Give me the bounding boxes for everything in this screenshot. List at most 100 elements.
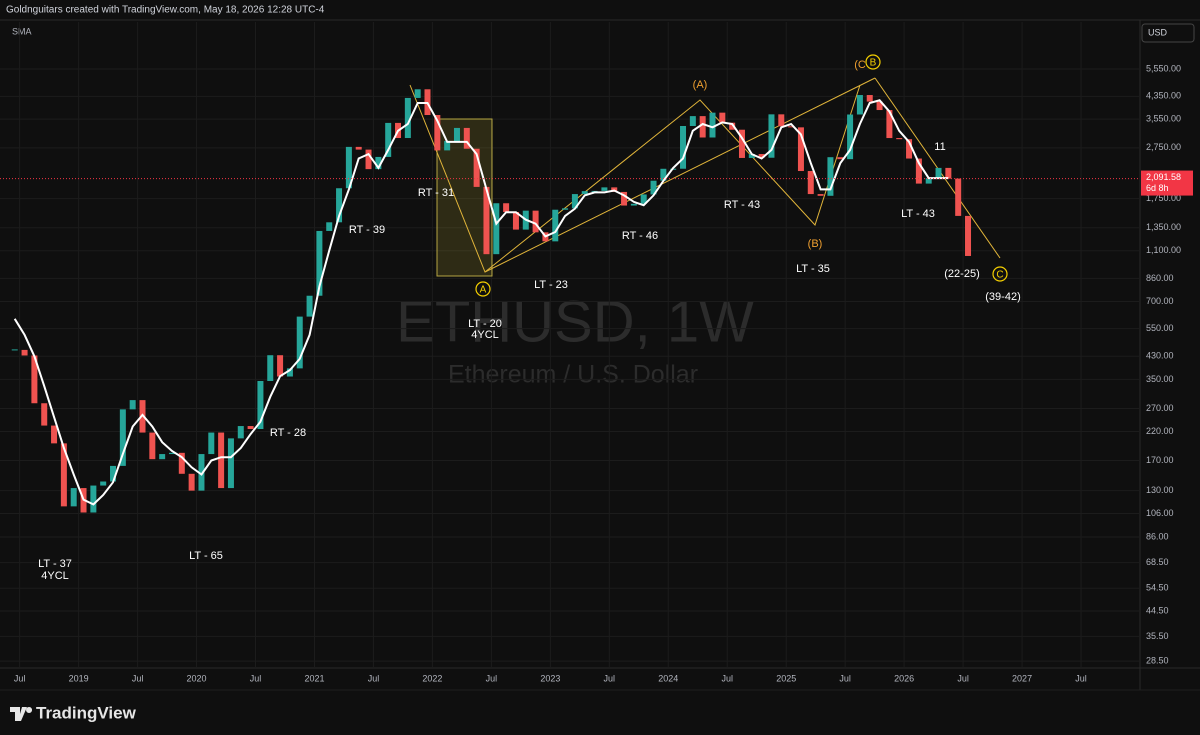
x-tick-label: 2026 (894, 673, 914, 683)
candle (719, 112, 726, 123)
watermark-title: ETHUSD, 1W (396, 289, 754, 354)
annotation: RT - 43 (724, 199, 760, 211)
candle (434, 115, 441, 151)
y-tick-label: 5,550.00 (1146, 63, 1181, 73)
annotation: LT - 35 (796, 263, 830, 275)
candle (758, 154, 765, 158)
x-tick-label: Jul (250, 673, 262, 683)
candle (748, 154, 755, 158)
x-tick-label: 2020 (187, 673, 207, 683)
annotation: B (870, 58, 877, 69)
annotation: (22-25) (944, 268, 979, 280)
candle (925, 178, 932, 184)
candle (935, 167, 942, 179)
candle (965, 215, 972, 256)
y-tick-label: 3,550.00 (1146, 114, 1181, 124)
x-tick-label: 2022 (422, 673, 442, 683)
y-tick-label: 4,350.00 (1146, 91, 1181, 101)
candle (768, 114, 775, 158)
y-tick-label: 130.00 (1146, 485, 1174, 495)
candle (571, 194, 578, 209)
candle (699, 116, 706, 138)
annotation: 4YCL (471, 329, 499, 341)
candle (208, 432, 215, 455)
currency[interactable]: USD (1148, 27, 1168, 37)
candle (503, 203, 510, 213)
candle (247, 426, 254, 430)
candle (493, 203, 500, 255)
candle (316, 230, 323, 296)
candle (788, 126, 795, 128)
candle (680, 125, 687, 169)
candle (51, 425, 58, 444)
candle (188, 473, 195, 491)
candle (837, 157, 844, 160)
candle (473, 148, 480, 187)
sma-line (13, 99, 949, 506)
annotation: 4YCL (41, 570, 69, 582)
x-tick-label: 2023 (540, 673, 560, 683)
candle (41, 403, 48, 426)
y-tick-label: 550.00 (1146, 323, 1174, 333)
candle (640, 194, 647, 204)
candle (453, 127, 460, 142)
x-tick-label: Jul (486, 673, 498, 683)
annotation: LT - 23 (534, 279, 568, 291)
candle (945, 167, 952, 179)
candle (778, 114, 785, 127)
candle (906, 139, 913, 159)
candle (532, 210, 539, 233)
y-tick-label: 220.00 (1146, 426, 1174, 436)
x-tick-label: 2024 (658, 673, 678, 683)
candle (355, 146, 362, 150)
annotation: (C (854, 59, 866, 71)
candle (483, 186, 490, 255)
x-tick-label: Jul (368, 673, 380, 683)
x-tick-label: Jul (1075, 673, 1087, 683)
candle (621, 191, 628, 206)
annotation: LT - 43 (901, 208, 935, 220)
y-tick-label: 700.00 (1146, 296, 1174, 306)
y-tick-label: 106.00 (1146, 508, 1174, 518)
candle (650, 180, 657, 195)
annotation: LT - 65 (189, 550, 223, 562)
candle (149, 432, 156, 460)
candle (227, 438, 234, 489)
candle (257, 380, 264, 430)
candle (336, 188, 343, 223)
annotation: A (480, 285, 487, 296)
x-tick-label: Jul (14, 673, 26, 683)
candle (326, 222, 333, 231)
wave-circle (865, 54, 881, 70)
candle (738, 129, 745, 158)
x-tick-label: Jul (839, 673, 851, 683)
candle (797, 127, 804, 172)
y-tick-label: 54.50 (1146, 583, 1169, 593)
y-tick-label: 430.00 (1146, 351, 1174, 361)
annotation: (A) (693, 79, 708, 91)
annotation: RT - 28 (270, 427, 306, 439)
wave-circle (992, 266, 1008, 282)
currency-box[interactable] (1141, 23, 1195, 43)
candle (365, 149, 372, 170)
candle (601, 187, 608, 191)
candle (709, 112, 716, 138)
candle (512, 212, 519, 230)
candle (414, 89, 421, 98)
candle (876, 101, 883, 111)
candle (198, 454, 205, 491)
candle (630, 203, 637, 206)
candle (375, 156, 382, 170)
last-price-label: 2,091.58 (1146, 172, 1181, 182)
candle (159, 454, 166, 460)
candle (21, 349, 28, 356)
candle (218, 432, 225, 489)
candle (306, 295, 313, 317)
y-tick-label: 1,350.00 (1146, 222, 1181, 232)
y-tick-label: 35.50 (1146, 631, 1169, 641)
candle (581, 191, 588, 195)
channel-line (484, 77, 876, 273)
y-tick-label: 28.50 (1146, 655, 1169, 665)
candle (562, 208, 569, 210)
